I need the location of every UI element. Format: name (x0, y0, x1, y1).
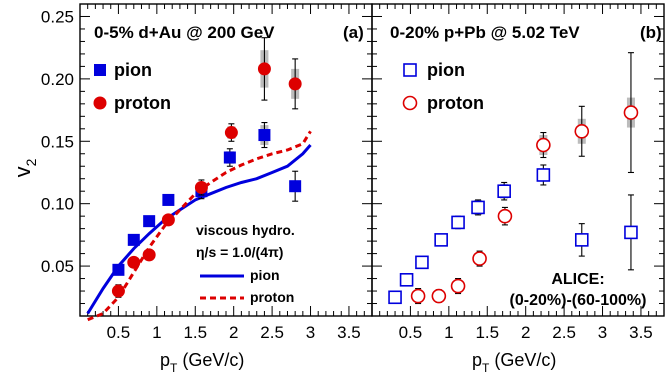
data-point-pion-a (258, 129, 271, 142)
data-point-pion-b (399, 273, 414, 287)
y-tick-label: 0.10 (41, 195, 74, 214)
legend-b-proton-label: proton (427, 93, 484, 113)
legend-marker-proton-b (402, 95, 418, 111)
x-tick-label-a: 1 (152, 323, 161, 342)
x-tick-label-a: 2.5 (260, 323, 284, 342)
data-point-pion-a (289, 180, 302, 193)
data-point-proton-a (127, 255, 141, 269)
panel-a-tag: (a) (343, 23, 364, 42)
hydro-legend-proton-label: proton (250, 289, 294, 305)
y-tick-label: 0.15 (41, 132, 74, 151)
data-point-pion-b (574, 233, 589, 247)
panel-b-title: 0-20% p+Pb @ 5.02 TeV (390, 23, 580, 42)
data-point-proton-b (410, 288, 426, 304)
x-tick-label-b: 1.5 (475, 323, 499, 342)
data-point-proton-b (536, 137, 551, 153)
data-point-pion-b (451, 215, 465, 230)
panel-a: 0.5 1 1.5 2 2.5 3 3.5 0.05 0.10 0.15 0.20 0.25 (41, 3, 373, 342)
x-tick-label-b: 2 (521, 323, 530, 342)
x-tick-label-a: 2 (229, 323, 238, 342)
data-point-proton-a (257, 62, 271, 76)
x-tick-label-b: 0.5 (399, 323, 423, 342)
y-tick-label: 0.20 (41, 70, 74, 89)
data-point-pion-b (434, 233, 448, 247)
data-point-pion-b (415, 255, 429, 270)
data-point-pion-b (497, 184, 511, 198)
hydro-curve-proton (87, 130, 312, 322)
y-tick-label: 0.05 (41, 257, 74, 276)
x-tick-label-a: 3.5 (337, 323, 361, 342)
data-point-proton-b (472, 251, 487, 266)
plot-frame-b (371, 3, 665, 317)
data-point-proton-a (111, 284, 125, 298)
panel-a-title: 0-5% d+Au @ 200 GeV (94, 23, 275, 42)
legend-a-pion-label: pion (114, 60, 152, 80)
x-tick-label-b: 3 (598, 323, 607, 342)
alice-annotation-line1: ALICE: (551, 271, 604, 288)
data-point-proton-b (623, 105, 639, 120)
x-axis-label-b: pT (GeV/c) (472, 350, 556, 375)
data-point-pion-a (162, 193, 175, 206)
y-axis-label: v2 (10, 158, 39, 177)
x-tick-label-b: 3.5 (629, 323, 653, 342)
x-tick-label-a: 1.5 (183, 323, 207, 342)
x-tick-label-a: 0.5 (107, 323, 131, 342)
data-point-pion-a (223, 151, 236, 164)
data-point-proton-b (431, 288, 447, 304)
alice-annotation-line2: (0-20%)-(60-100%) (510, 292, 647, 309)
data-point-pion-b (536, 168, 551, 182)
data-point-proton-b (450, 278, 466, 294)
x-tick-label-b: 2.5 (552, 323, 576, 342)
data-point-proton-b (574, 123, 590, 139)
hydro-legend-subtitle: η/s = 1.0/(4π) (196, 244, 283, 260)
hydro-legend-pion-label: pion (250, 267, 280, 283)
data-point-pion-b (624, 225, 638, 240)
y-tick-label: 0.25 (41, 7, 74, 26)
panel-b-tag: (b) (640, 23, 662, 42)
x-axis-label-a: pT (GeV/c) (160, 350, 244, 375)
legend-marker-pion-b (403, 63, 417, 77)
legend-marker-proton-a (93, 96, 107, 110)
legend-b-pion-label: pion (427, 60, 465, 80)
x-tick-label-a: 3 (306, 323, 315, 342)
data-point-proton-a (142, 248, 156, 262)
legend-marker-pion-a (94, 64, 106, 76)
data-point-proton-a (288, 77, 302, 91)
data-point-pion-b (471, 200, 485, 215)
hydro-legend-title: viscous hydro. (196, 222, 295, 238)
data-point-pion-a (127, 233, 140, 246)
data-point-pion-a (112, 263, 125, 276)
data-point-proton-a (194, 180, 208, 194)
panel-b: 0.5 1 1.5 2 2.5 3 3.5 (371, 3, 665, 342)
legend-a-proton-label: proton (114, 93, 171, 113)
data-point-proton-a (224, 126, 238, 140)
data-point-pion-a (143, 215, 156, 228)
data-point-proton-a (161, 213, 175, 227)
data-point-pion-b (388, 290, 402, 305)
x-tick-label-b: 1 (444, 323, 453, 342)
data-point-proton-b (497, 208, 513, 224)
